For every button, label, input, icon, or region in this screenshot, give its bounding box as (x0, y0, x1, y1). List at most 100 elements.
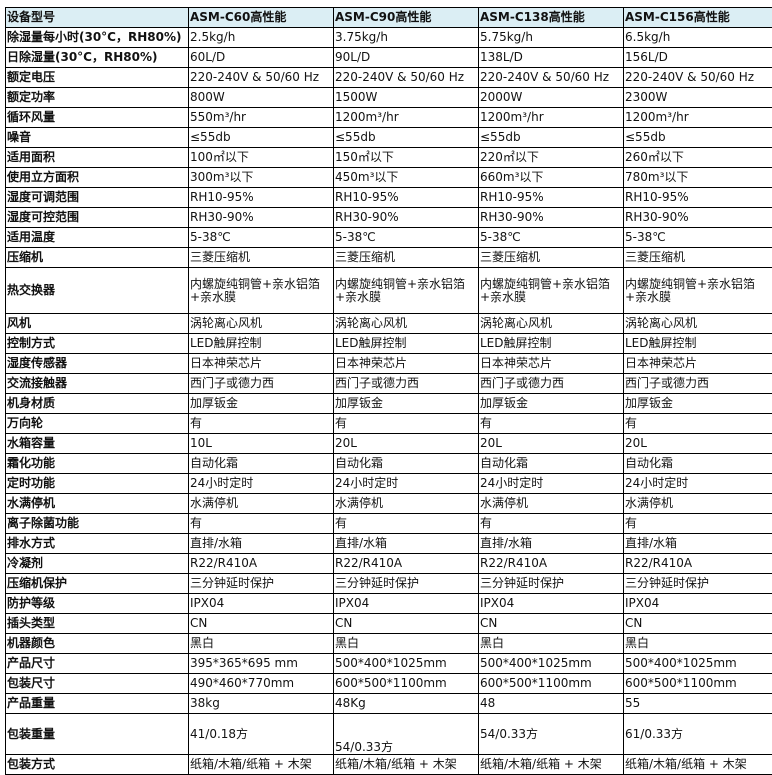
spec-value: IPX04 (189, 594, 334, 614)
row-label: 控制方式 (6, 334, 189, 354)
row-label: 机身材质 (6, 394, 189, 414)
spec-value: 西门子或德力西 (479, 374, 624, 394)
spec-value: RH30-90% (479, 208, 624, 228)
spec-value: 20L (624, 434, 772, 454)
spec-value: 水满停机 (624, 494, 772, 514)
spec-value: 纸箱/木箱/纸箱 + 木架 (479, 755, 624, 775)
table-row: 热交换器内螺旋纯铜管+亲水铝箔+亲水膜内螺旋纯铜管+亲水铝箔+亲水膜内螺旋纯铜管… (6, 268, 772, 314)
row-label: 万向轮 (6, 414, 189, 434)
table-row: 离子除菌功能有有有有 (6, 514, 772, 534)
table-row: 压缩机三菱压缩机三菱压缩机三菱压缩机三菱压缩机 (6, 248, 772, 268)
spec-value: 395*365*695 mm (189, 654, 334, 674)
spec-value: 220㎡以下 (479, 148, 624, 168)
spec-value: 水满停机 (189, 494, 334, 514)
spec-value: 三菱压缩机 (334, 248, 479, 268)
spec-value: 5.75kg/h (479, 28, 624, 48)
spec-value: RH10-95% (624, 188, 772, 208)
row-label: 噪音 (6, 128, 189, 148)
spec-value: 24小时定时 (479, 474, 624, 494)
spec-value: LED触屏控制 (479, 334, 624, 354)
spec-value: 内螺旋纯铜管+亲水铝箔+亲水膜 (334, 268, 479, 314)
spec-value: IPX04 (479, 594, 624, 614)
spec-value: 54/0.33方 (334, 714, 479, 755)
spec-value: 550m³/hr (189, 108, 334, 128)
spec-value: 有 (624, 414, 772, 434)
spec-value: 48 (479, 694, 624, 714)
row-label: 水满停机 (6, 494, 189, 514)
spec-value: 水满停机 (479, 494, 624, 514)
spec-value: LED触屏控制 (334, 334, 479, 354)
spec-value: 三分钟延时保护 (479, 574, 624, 594)
spec-value: RH30-90% (334, 208, 479, 228)
spec-value: 90L/D (334, 48, 479, 68)
spec-value: ≤55db (479, 128, 624, 148)
spec-value: RH10-95% (334, 188, 479, 208)
spec-value: 三分钟延时保护 (334, 574, 479, 594)
spec-value: 500*400*1025mm (624, 654, 772, 674)
header-cell: ASM-C138高性能 (479, 8, 624, 28)
spec-value: 1200m³/hr (334, 108, 479, 128)
spec-value: 220-240V & 50/60 Hz (334, 68, 479, 88)
spec-value: 直排/水箱 (189, 534, 334, 554)
spec-value: 内螺旋纯铜管+亲水铝箔+亲水膜 (624, 268, 772, 314)
spec-value: 三菱压缩机 (624, 248, 772, 268)
spec-value: 24小时定时 (334, 474, 479, 494)
row-label: 适用面积 (6, 148, 189, 168)
row-label: 压缩机 (6, 248, 189, 268)
spec-value: 日本神荣芯片 (479, 354, 624, 374)
spec-value: 660m³以下 (479, 168, 624, 188)
spec-value: 2.5kg/h (189, 28, 334, 48)
spec-value: 自动化霜 (624, 454, 772, 474)
table-row: 压缩机保护三分钟延时保护三分钟延时保护三分钟延时保护三分钟延时保护 (6, 574, 772, 594)
table-row: 万向轮有有有有 (6, 414, 772, 434)
spec-value: 直排/水箱 (624, 534, 772, 554)
row-label: 湿度可控范围 (6, 208, 189, 228)
table-row: 机身材质加厚钣金加厚钣金加厚钣金加厚钣金 (6, 394, 772, 414)
spec-value: ≤55db (624, 128, 772, 148)
spec-value: 220-240V & 50/60 Hz (624, 68, 772, 88)
row-label: 湿度可调范围 (6, 188, 189, 208)
spec-value: 600*500*1100mm (624, 674, 772, 694)
spec-value: 24小时定时 (189, 474, 334, 494)
spec-value: 100㎡以下 (189, 148, 334, 168)
row-label: 机器颜色 (6, 634, 189, 654)
spec-value: 有 (189, 414, 334, 434)
row-label: 日除湿量(30°C，RH80%) (6, 48, 189, 68)
table-row: 风机涡轮离心风机涡轮离心风机涡轮离心风机涡轮离心风机 (6, 314, 772, 334)
spec-value: 纸箱/木箱/纸箱 + 木架 (334, 755, 479, 775)
spec-value: 日本神荣芯片 (624, 354, 772, 374)
header-cell: ASM-C156高性能 (624, 8, 772, 28)
spec-value: 600*500*1100mm (479, 674, 624, 694)
spec-value: 490*460*770mm (189, 674, 334, 694)
spec-value: 41/0.18方 (189, 714, 334, 755)
spec-value: 500*400*1025mm (334, 654, 479, 674)
spec-value: 10L (189, 434, 334, 454)
spec-value: 1500W (334, 88, 479, 108)
row-label: 离子除菌功能 (6, 514, 189, 534)
spec-value: 内螺旋纯铜管+亲水铝箔+亲水膜 (189, 268, 334, 314)
spec-value: 220-240V & 50/60 Hz (479, 68, 624, 88)
spec-value: 780m³以下 (624, 168, 772, 188)
spec-value: RH10-95% (479, 188, 624, 208)
spec-value: R22/R410A (334, 554, 479, 574)
row-label: 防护等级 (6, 594, 189, 614)
spec-value: 48Kg (334, 694, 479, 714)
spec-value: ≤55db (189, 128, 334, 148)
spec-value: 西门子或德力西 (624, 374, 772, 394)
spec-value: 纸箱/木箱/纸箱 + 木架 (624, 755, 772, 775)
row-label: 交流接触器 (6, 374, 189, 394)
row-label: 包装方式 (6, 755, 189, 775)
row-label: 风机 (6, 314, 189, 334)
spec-value: 800W (189, 88, 334, 108)
row-label: 除湿量每小时(30°C，RH80%) (6, 28, 189, 48)
spec-value: 38kg (189, 694, 334, 714)
